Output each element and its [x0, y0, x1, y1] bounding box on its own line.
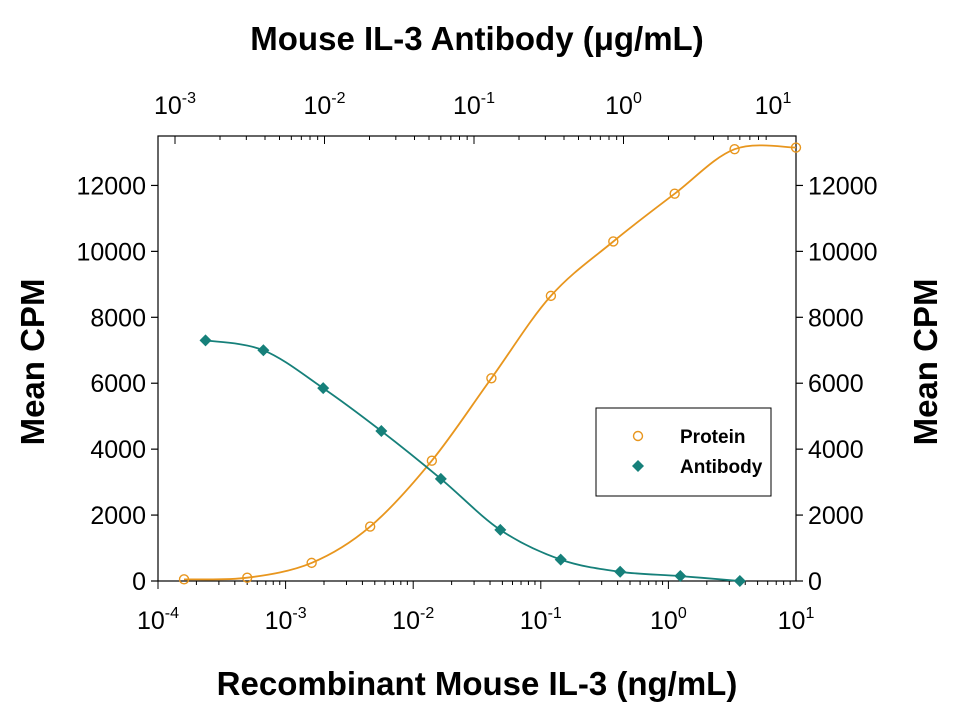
fit-curve-protein [183, 144, 797, 581]
point-antibody [614, 565, 627, 578]
chart-title: Mouse IL-3 Antibody (μg/mL) [250, 20, 703, 57]
point-protein [729, 143, 740, 155]
tick-base: 10 [453, 92, 481, 120]
point-protein [426, 455, 438, 466]
plot-frame [157, 135, 797, 582]
x-axis-label: Recombinant Mouse IL-3 (ng/mL) [217, 665, 738, 702]
point-protein [306, 557, 317, 569]
data-points [178, 142, 802, 587]
point-antibody [317, 382, 330, 395]
point-protein [178, 574, 190, 585]
point-protein [790, 142, 802, 153]
y-left-tick-label: 12000 [76, 172, 146, 200]
tick-exponent: -1 [548, 605, 562, 622]
y-left-tick-label: 10000 [76, 238, 146, 266]
y-right-axis: 0 2000 4000 6000 8000 10000 12000 [796, 172, 878, 596]
y-right-tick-label: 4000 [808, 436, 864, 464]
x-bottom-tick-label: 10-1 [520, 605, 562, 635]
tick-exponent: -3 [182, 90, 196, 107]
y-left-tick-label: 0 [132, 568, 146, 596]
y-left-tick-label: 2000 [90, 502, 146, 530]
tick-exponent: -1 [481, 90, 495, 107]
tick-exponent: 0 [633, 90, 642, 107]
legend-antibody-label: Antibody [680, 457, 763, 478]
tick-base: 10 [265, 607, 293, 635]
point-antibody [733, 575, 746, 587]
fit-curves [183, 144, 797, 582]
x-top-tick-label: 101 [755, 90, 792, 120]
tick-base: 10 [154, 92, 182, 120]
point-antibody [674, 570, 687, 583]
point-antibody [199, 334, 212, 347]
tick-exponent: -2 [420, 605, 434, 622]
tick-exponent: -3 [292, 605, 306, 622]
legend-box [595, 407, 772, 497]
y-right-tick-label: 0 [808, 568, 822, 596]
legend-antibody-marker [632, 460, 644, 472]
tick-exponent: 1 [805, 605, 814, 622]
point-protein [241, 572, 253, 583]
y-left-tick-label: 8000 [90, 304, 146, 332]
legend: Protein Antibody [595, 407, 772, 497]
point-antibody [257, 344, 270, 357]
point-antibody [434, 472, 447, 485]
y-axis-label-right: Mean CPM [907, 279, 944, 446]
point-protein [364, 521, 376, 532]
point-protein [486, 373, 497, 384]
point-protein [669, 188, 680, 199]
x-bottom-axis: 10-4 10-3 10-2 10-1 100 101 [137, 581, 814, 635]
point-antibody [375, 425, 388, 438]
y-right-tick-label: 8000 [808, 304, 864, 332]
y-left-axis: 0 2000 4000 6000 8000 10000 12000 [76, 172, 158, 596]
tick-base: 10 [650, 607, 678, 635]
fit-curve-antibody [205, 339, 740, 582]
x-top-tick-label: 10-3 [154, 90, 196, 120]
y-right-tick-label: 12000 [808, 172, 878, 200]
tick-base: 10 [137, 607, 165, 635]
y-left-tick-label: 4000 [90, 436, 146, 464]
y-axis-label-left: Mean CPM [14, 279, 51, 446]
x-top-axis: 10-3 10-2 10-1 100 101 [154, 90, 791, 144]
tick-base: 10 [778, 607, 806, 635]
y-left-tick-label: 6000 [90, 370, 146, 398]
point-antibody [494, 523, 507, 536]
tick-exponent: -2 [331, 90, 345, 107]
legend-protein-marker [632, 430, 644, 442]
tick-exponent: 1 [782, 90, 791, 107]
y-right-tick-label: 6000 [808, 370, 864, 398]
x-bottom-tick-label: 10-2 [392, 605, 434, 635]
point-protein [545, 290, 557, 302]
tick-base: 10 [605, 92, 633, 120]
x-top-tick-label: 10-2 [303, 90, 345, 120]
x-bottom-tick-label: 100 [650, 605, 687, 635]
x-top-tick-label: 10-1 [453, 90, 495, 120]
tick-exponent: 0 [678, 605, 687, 622]
legend-protein-label: Protein [680, 427, 745, 448]
x-top-tick-label: 100 [605, 90, 642, 120]
x-bottom-tick-label: 10-3 [265, 605, 307, 635]
tick-base: 10 [392, 607, 420, 635]
plot-border [157, 135, 797, 582]
tick-base: 10 [755, 92, 783, 120]
x-bottom-tick-label: 101 [778, 605, 815, 635]
tick-base: 10 [303, 92, 331, 120]
tick-exponent: -4 [165, 605, 179, 622]
y-right-tick-label: 10000 [808, 238, 878, 266]
point-protein [608, 236, 619, 247]
point-antibody [554, 553, 567, 566]
x-bottom-tick-label: 10-4 [137, 605, 179, 635]
y-right-tick-label: 2000 [808, 502, 864, 530]
tick-base: 10 [520, 607, 548, 635]
